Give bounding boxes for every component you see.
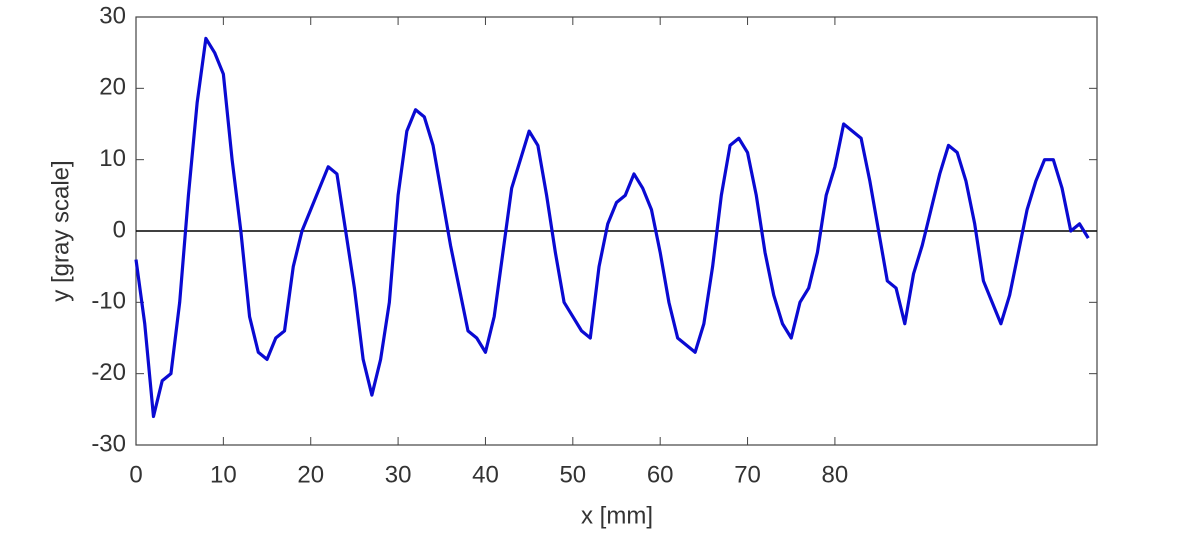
x-tick-label: 0 <box>129 461 142 488</box>
x-tick-label: 60 <box>647 461 674 488</box>
x-tick-label: 30 <box>385 461 412 488</box>
y-tick-label: -10 <box>91 288 126 315</box>
y-tick-label: -20 <box>91 359 126 386</box>
y-tick-label: 20 <box>99 74 126 101</box>
x-tick-label: 80 <box>822 461 849 488</box>
y-tick-label: -30 <box>91 430 126 457</box>
x-tick-label: 70 <box>734 461 761 488</box>
y-tick-label: 0 <box>113 216 126 243</box>
x-tick-label: 40 <box>472 461 499 488</box>
x-tick-label: 10 <box>210 461 237 488</box>
x-axis-label: x [mm] <box>581 502 653 529</box>
data-line <box>134 36 1090 419</box>
occluder <box>850 458 1192 498</box>
x-tick-label: 50 <box>559 461 586 488</box>
x-tick-label: 20 <box>297 461 324 488</box>
y-tick-label: 10 <box>99 145 126 172</box>
y-tick-label: 30 <box>99 2 126 29</box>
y-axis-label: y [gray scale] <box>47 160 74 301</box>
